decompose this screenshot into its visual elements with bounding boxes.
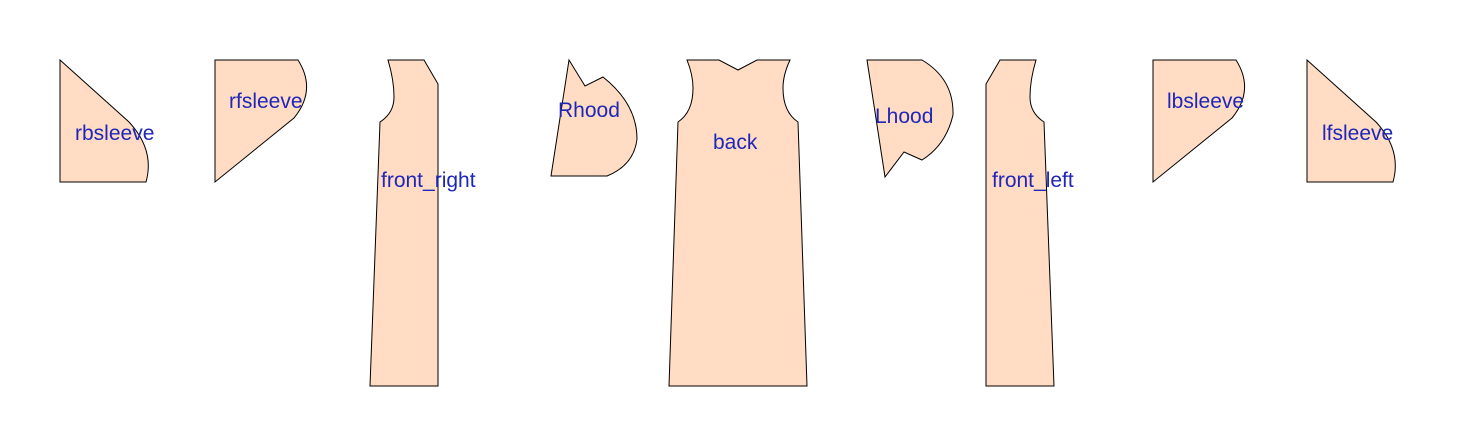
piece-lbsleeve: lbsleeve [1152,59,1246,184]
piece-back-label: back [713,131,758,154]
piece-lbsleeve-shape [1152,59,1246,184]
piece-lfsleeve-label: lfsleeve [1322,122,1393,145]
piece-lfsleeve-shape [1306,58,1396,183]
piece-back: back [668,59,808,387]
piece-rbsleeve-shape [59,58,149,183]
piece-rhood-label: Rhood [558,99,620,122]
piece-rhood-shape [550,58,638,177]
piece-rhood: Rhood [550,58,638,177]
piece-front-right-shape [369,59,439,387]
piece-front-right-label: front_right [381,169,476,192]
piece-front-left-label: front_left [992,169,1074,192]
piece-rbsleeve-label: rbsleeve [75,122,154,145]
piece-lfsleeve: lfsleeve [1306,58,1396,183]
piece-front-left: front_left [985,59,1074,387]
piece-back-shape [668,59,808,387]
piece-front-right: front_right [369,59,476,387]
piece-lhood-shape [866,59,954,179]
piece-rfsleeve: rfsleeve [214,59,308,184]
piece-front-left-shape [985,59,1055,387]
piece-rfsleeve-shape [214,59,308,184]
piece-lhood: Lhood [866,59,954,179]
piece-rfsleeve-label: rfsleeve [229,90,303,113]
piece-rbsleeve: rbsleeve [59,58,154,183]
piece-lbsleeve-label: lbsleeve [1167,90,1244,113]
piece-lhood-label: Lhood [875,105,933,128]
